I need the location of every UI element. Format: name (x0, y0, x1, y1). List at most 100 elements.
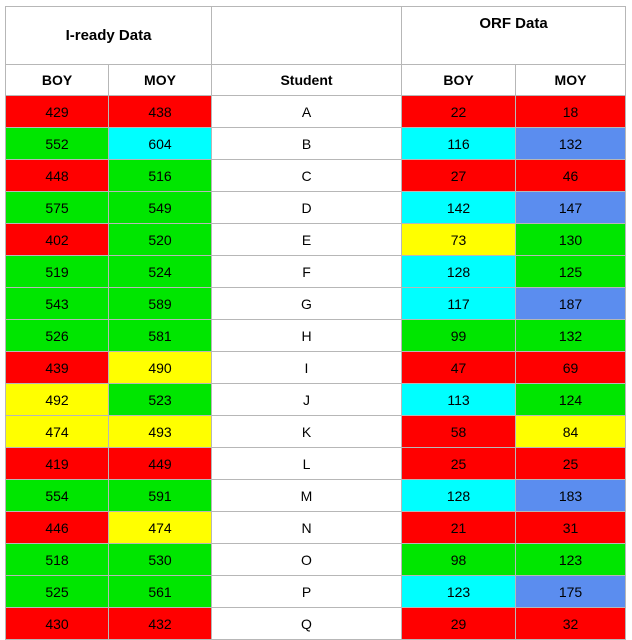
iready-moy-cell: 549 (108, 191, 212, 224)
iready-moy-cell: 591 (108, 479, 212, 512)
iready-moy-cell: 524 (108, 255, 212, 288)
iready-moy-cell: 523 (108, 383, 212, 416)
orf-moy-cell: 18 (515, 95, 626, 128)
iready-boy-cell: 474 (5, 415, 109, 448)
student-cell: B (211, 127, 402, 160)
orf-boy-cell: 117 (401, 287, 516, 320)
iready-boy-cell: 552 (5, 127, 109, 160)
student-data-table: I-ready Data ORF Data BOY MOY Student BO… (5, 6, 626, 640)
table-row: 526 581 H 99 132 (5, 319, 626, 352)
iready-boy-cell: 554 (5, 479, 109, 512)
student-cell: G (211, 287, 402, 320)
iready-moy-cell: 493 (108, 415, 212, 448)
table-row: 525 561 P 123 175 (5, 575, 626, 608)
student-cell: J (211, 383, 402, 416)
iready-moy-cell: 474 (108, 511, 212, 544)
orf-boy-cell: 128 (401, 255, 516, 288)
iready-moy-cell: 604 (108, 127, 212, 160)
student-cell: C (211, 159, 402, 192)
student-cell: I (211, 351, 402, 384)
orf-moy-header: MOY (515, 64, 626, 96)
iready-boy-cell: 439 (5, 351, 109, 384)
table-row: 575 549 D 142 147 (5, 191, 626, 224)
orf-moy-cell: 46 (515, 159, 626, 192)
student-cell: K (211, 415, 402, 448)
orf-moy-cell: 31 (515, 511, 626, 544)
orf-boy-cell: 58 (401, 415, 516, 448)
orf-moy-cell: 125 (515, 255, 626, 288)
orf-moy-cell: 123 (515, 543, 626, 576)
orf-boy-cell: 25 (401, 447, 516, 480)
orf-moy-cell: 132 (515, 319, 626, 352)
table-body: 429 438 A 22 18 552 604 B 116 132 448 516 C 27 46 575 54… (5, 95, 626, 640)
iready-moy-cell: 561 (108, 575, 212, 608)
orf-boy-cell: 27 (401, 159, 516, 192)
table-row: 554 591 M 128 183 (5, 479, 626, 512)
orf-moy-cell: 132 (515, 127, 626, 160)
table-row: 402 520 E 73 130 (5, 223, 626, 256)
student-cell: Q (211, 607, 402, 640)
student-cell: O (211, 543, 402, 576)
iready-boy-cell: 543 (5, 287, 109, 320)
student-header: Student (211, 64, 402, 96)
orf-data-header: ORF Data (401, 6, 626, 65)
table-row: 519 524 F 128 125 (5, 255, 626, 288)
orf-boy-cell: 128 (401, 479, 516, 512)
student-cell: P (211, 575, 402, 608)
student-cell: H (211, 319, 402, 352)
iready-boy-cell: 492 (5, 383, 109, 416)
table-row: 492 523 J 113 124 (5, 383, 626, 416)
orf-boy-cell: 73 (401, 223, 516, 256)
iready-moy-cell: 490 (108, 351, 212, 384)
iready-moy-cell: 589 (108, 287, 212, 320)
iready-moy-cell: 516 (108, 159, 212, 192)
student-cell: L (211, 447, 402, 480)
table-row: 446 474 N 21 31 (5, 511, 626, 544)
orf-boy-cell: 21 (401, 511, 516, 544)
orf-moy-cell: 124 (515, 383, 626, 416)
iready-moy-cell: 438 (108, 95, 212, 128)
table-row: 448 516 C 27 46 (5, 159, 626, 192)
table-row: 543 589 G 117 187 (5, 287, 626, 320)
iready-moy-header: MOY (108, 64, 212, 96)
orf-boy-cell: 142 (401, 191, 516, 224)
table-row: 518 530 O 98 123 (5, 543, 626, 576)
orf-boy-cell: 47 (401, 351, 516, 384)
iready-boy-cell: 430 (5, 607, 109, 640)
iready-boy-cell: 526 (5, 319, 109, 352)
student-cell: D (211, 191, 402, 224)
table-row: 439 490 I 47 69 (5, 351, 626, 384)
student-cell: F (211, 255, 402, 288)
table-row: 552 604 B 116 132 (5, 127, 626, 160)
iready-boy-cell: 402 (5, 223, 109, 256)
iready-moy-cell: 432 (108, 607, 212, 640)
table-row: 430 432 Q 29 32 (5, 607, 626, 640)
iready-boy-cell: 575 (5, 191, 109, 224)
iready-boy-cell: 525 (5, 575, 109, 608)
iready-boy-header: BOY (5, 64, 109, 96)
column-header-row: BOY MOY Student BOY MOY (5, 64, 626, 96)
iready-boy-cell: 519 (5, 255, 109, 288)
orf-boy-cell: 98 (401, 543, 516, 576)
table-row: 419 449 L 25 25 (5, 447, 626, 480)
iready-moy-cell: 581 (108, 319, 212, 352)
iready-data-header: I-ready Data (5, 6, 212, 65)
table-row: 429 438 A 22 18 (5, 95, 626, 128)
group-header-row: I-ready Data ORF Data (5, 6, 626, 65)
orf-boy-cell: 22 (401, 95, 516, 128)
orf-moy-cell: 69 (515, 351, 626, 384)
orf-moy-cell: 175 (515, 575, 626, 608)
orf-boy-cell: 113 (401, 383, 516, 416)
orf-boy-cell: 29 (401, 607, 516, 640)
blank-header-cell (211, 6, 402, 65)
orf-moy-cell: 147 (515, 191, 626, 224)
iready-boy-cell: 429 (5, 95, 109, 128)
iready-moy-cell: 520 (108, 223, 212, 256)
orf-boy-cell: 123 (401, 575, 516, 608)
student-cell: A (211, 95, 402, 128)
iready-boy-cell: 518 (5, 543, 109, 576)
iready-boy-cell: 448 (5, 159, 109, 192)
orf-boy-cell: 116 (401, 127, 516, 160)
orf-boy-header: BOY (401, 64, 516, 96)
iready-moy-cell: 530 (108, 543, 212, 576)
